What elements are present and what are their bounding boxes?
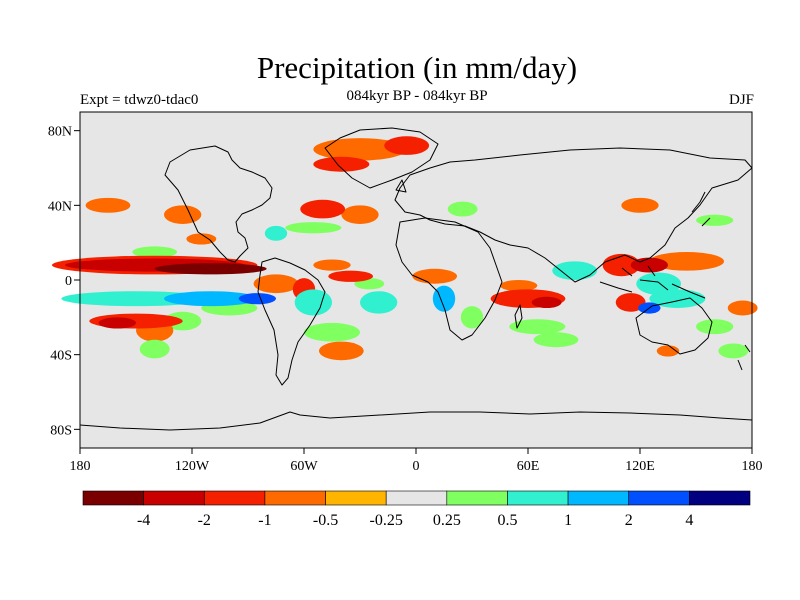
lat-tick-label: 40N — [48, 199, 72, 214]
lon-tick-label: 60E — [517, 459, 540, 474]
colorbar-label: 0.5 — [497, 512, 517, 529]
colorbar-label: -4 — [137, 512, 150, 529]
colorbar-box — [567, 490, 630, 506]
anomaly-patch — [460, 306, 484, 329]
colorbar-box — [446, 490, 508, 506]
lon-tick-label: 60W — [290, 459, 318, 474]
coast-eurasia — [394, 147, 753, 283]
anomaly-patch — [318, 341, 364, 361]
lat-tick-label: 80S — [50, 423, 72, 438]
chart-subtitle: 084kyr BP - 084kyr BP — [346, 88, 488, 104]
coast-north-america — [164, 145, 273, 263]
coast-australia — [635, 297, 713, 355]
anomaly-patch — [656, 345, 680, 357]
anomaly-patch — [139, 339, 170, 359]
colorbar-label: 4 — [685, 512, 693, 529]
anomaly-patch — [630, 257, 668, 273]
chart-title: Precipitation (in mm/day) — [256, 50, 578, 85]
anomaly-patch — [531, 296, 562, 308]
anomaly-patch — [341, 205, 379, 225]
lon-tick-label: 120W — [175, 459, 210, 474]
anomaly-patch — [300, 199, 346, 219]
lon-tick-label: 180 — [70, 459, 91, 474]
anomaly-patch — [294, 289, 333, 316]
coast-maritime-continent — [599, 265, 706, 299]
colorbar-label: 1 — [564, 512, 572, 529]
anomaly-patch — [500, 280, 538, 292]
anomaly-patch — [621, 197, 659, 213]
anomaly-patch — [85, 197, 131, 213]
coast-africa — [395, 217, 503, 341]
anomaly-patch — [533, 332, 579, 348]
anomaly-patch — [509, 319, 566, 335]
anomaly-patch — [164, 291, 258, 307]
anomaly-patch — [238, 293, 276, 305]
lat-tick-label: 40S — [50, 349, 72, 364]
anomaly-patch — [132, 246, 178, 258]
coast-madagascar — [514, 304, 523, 329]
coast-antarctica — [79, 411, 753, 431]
colorbar-label: -0.25 — [370, 512, 403, 529]
lon-tick-label: 120E — [625, 459, 655, 474]
coast-uk — [395, 179, 407, 193]
longitude-axis: 180 120W 60W 0 60E 120E 180 — [70, 448, 763, 474]
lon-tick-label: 180 — [742, 459, 763, 474]
colorbar-box — [385, 490, 448, 506]
anomaly-patch — [313, 156, 370, 172]
anomaly-patch — [447, 201, 478, 217]
anomaly-patch — [649, 252, 725, 271]
colorbar-label: -2 — [198, 512, 211, 529]
colorbar-box — [264, 490, 326, 506]
colorbar-box — [325, 490, 387, 506]
anomaly-patch — [718, 343, 749, 359]
experiment-label: Expt = tdwz0-tdac0 — [80, 92, 199, 108]
anomaly-patch — [360, 291, 398, 314]
anomaly-patch — [313, 259, 351, 271]
coast-greenland — [324, 127, 439, 189]
lat-tick-label: 80N — [48, 125, 72, 140]
anomaly-patch — [285, 222, 342, 234]
colorbar-box — [203, 490, 266, 506]
coast-new-zealand — [737, 344, 751, 371]
anomaly-patch — [696, 319, 734, 335]
coast-japan — [691, 191, 711, 227]
colorbar-box — [628, 490, 690, 506]
anomaly-patch — [304, 322, 360, 342]
latitude-axis: 80N 40N 0 40S 80S — [48, 125, 80, 438]
colorbar-box — [143, 490, 205, 506]
season-label: DJF — [728, 92, 754, 108]
colorbar-label: 0.25 — [433, 512, 461, 529]
colorbar-box — [689, 490, 751, 506]
lon-tick-label: 0 — [413, 459, 420, 474]
lat-tick-label: 0 — [65, 274, 72, 289]
colorbar-label: -0.5 — [313, 512, 338, 529]
colorbar-box — [82, 490, 144, 506]
anomaly-patch — [636, 272, 682, 295]
anomaly-patch — [264, 225, 288, 241]
anomaly-patch — [154, 263, 267, 275]
anomaly-patch — [552, 261, 598, 280]
anomaly-patch — [727, 300, 758, 316]
anomaly-patch — [615, 293, 646, 312]
anomaly-patch — [384, 136, 430, 155]
anomaly-patch — [98, 317, 136, 329]
anomaly-patch — [313, 138, 407, 161]
coast-south-america — [257, 257, 326, 386]
colorbar-label: 2 — [625, 512, 633, 529]
coastlines — [79, 127, 753, 431]
anomaly-patch — [253, 274, 299, 294]
anomaly-patch — [186, 233, 217, 245]
anomaly-patch — [328, 270, 374, 282]
colorbar-label: -1 — [258, 512, 271, 529]
colorbar-box — [507, 490, 569, 506]
